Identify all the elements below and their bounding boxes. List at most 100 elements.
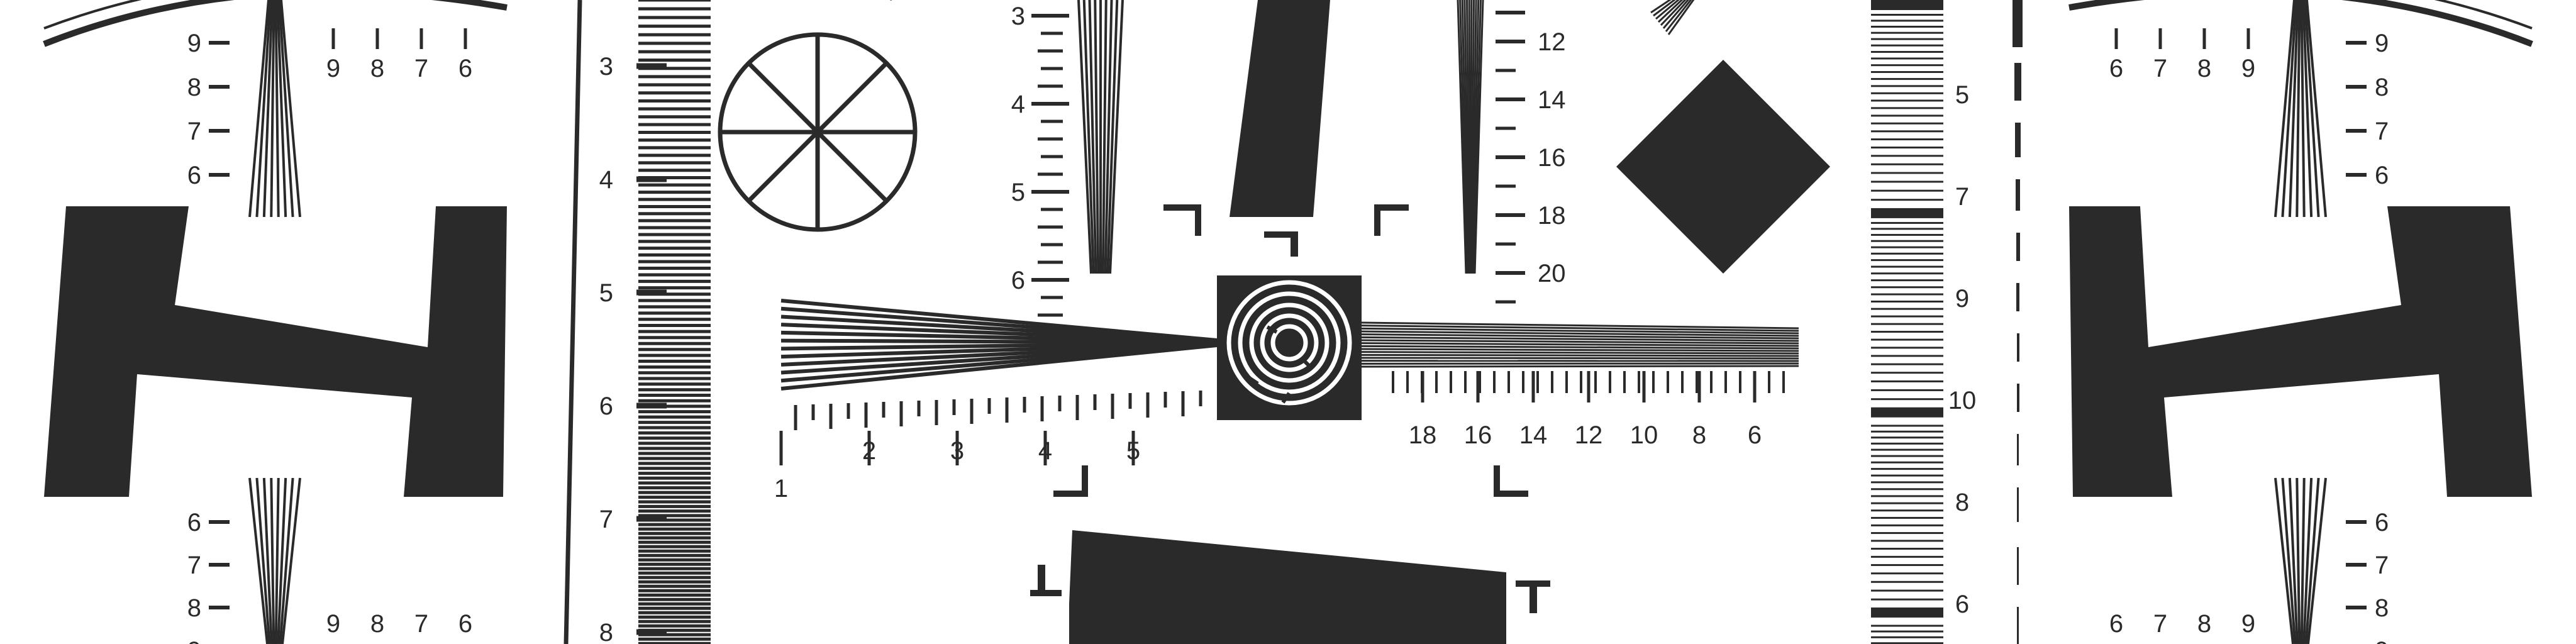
right-top-vertical-labels: 9 8 7 6	[2346, 30, 2389, 189]
scale-label: 5	[599, 279, 613, 307]
fan-line	[1106, 0, 1119, 274]
line-bar	[1871, 286, 1943, 289]
line-bar	[1871, 199, 1943, 201]
line-bar	[1871, 259, 1943, 262]
line-bar	[1871, 598, 1943, 601]
fan-line	[2306, 0, 2327, 218]
line-bar	[1871, 481, 1943, 484]
scale-label: 5	[1126, 437, 1140, 465]
fan-line	[2281, 0, 2297, 218]
scale-label: 8	[1692, 421, 1706, 449]
scale-label: 6	[599, 392, 613, 420]
fan-line	[1463, 0, 1470, 274]
tick-label: 7	[2375, 552, 2389, 579]
scale-label: 7	[1955, 183, 1969, 211]
line-bar	[1871, 189, 1943, 192]
right-top-line-fan	[2274, 0, 2327, 218]
scale-label: 8	[1955, 489, 1969, 516]
fan-line	[1361, 330, 1799, 337]
line-bar	[1871, 642, 1943, 644]
line-bar	[1871, 31, 1943, 34]
scale-label: 14	[1519, 421, 1548, 449]
line-bar	[1871, 564, 1943, 566]
fan-line	[1077, 0, 1092, 274]
line-bar	[1871, 246, 1943, 248]
line-bar	[1871, 607, 1943, 618]
line-bar	[1871, 347, 1943, 349]
slanted-bar-top	[1230, 0, 1330, 217]
line-bar	[1871, 532, 1943, 535]
fan-line	[1650, 0, 1672, 14]
fan-line	[2296, 0, 2301, 218]
tick-label: 7	[414, 55, 428, 82]
line-bar	[1871, 155, 1943, 157]
right-dashed-line	[2012, 0, 2023, 644]
fan-line	[255, 477, 271, 644]
fan-line	[2304, 477, 2320, 644]
line-bar	[1871, 540, 1943, 542]
line-bar	[1871, 57, 1943, 60]
scale-label: 18	[1538, 202, 1566, 230]
fan-line	[2302, 477, 2313, 644]
upper-left-vertical-scale	[1031, 14, 1069, 352]
fan-line	[780, 343, 1218, 391]
slanted-bar-bottom	[1069, 530, 1506, 644]
line-bar	[1871, 19, 1943, 22]
fan-line	[1466, 0, 1470, 274]
tick-label: 8	[187, 74, 201, 101]
fan-line	[1660, 0, 1687, 26]
fan-line	[1361, 333, 1799, 340]
line-bar	[1871, 625, 1943, 627]
line-bar	[1871, 221, 1943, 224]
fan-line	[1082, 0, 1095, 274]
tick-label: 8	[187, 594, 201, 622]
horizontal-scale-right-labels: 18 16 14 12 10 8 6	[1409, 421, 1762, 449]
fan-line	[1104, 0, 1113, 274]
left-bottom-vertical-labels: 6 7 8 9	[187, 509, 230, 644]
fan-line	[1361, 325, 1799, 332]
line-bar	[1871, 448, 1943, 451]
line-bar	[1871, 372, 1943, 374]
bracket-bottom-right	[1494, 465, 1528, 497]
tick-label: 7	[187, 118, 201, 145]
horizontal-scale-right	[1392, 371, 1785, 402]
line-bar	[1871, 252, 1943, 255]
fan-line	[1472, 0, 1480, 274]
fan-line	[274, 477, 280, 644]
line-bar	[1871, 300, 1943, 303]
corner-brackets	[1053, 204, 1528, 497]
fan-line	[255, 0, 272, 218]
line-bar	[1871, 572, 1943, 575]
fan-line	[1094, 0, 1100, 274]
fan-line	[1361, 342, 1799, 347]
line-bar	[1871, 589, 1943, 592]
line-bar	[1871, 265, 1943, 268]
scale-label: 6	[1955, 591, 1969, 618]
line-bar	[1871, 228, 1943, 230]
line-bar	[1871, 425, 1943, 427]
line-bar	[1871, 331, 1943, 333]
line-bar	[1871, 92, 1943, 94]
scale-label: 3	[599, 53, 613, 80]
left-top-horizontal-labels: 9 8 7 6	[326, 28, 472, 82]
fan-line	[1468, 0, 1471, 274]
right-bottom-line-fan	[2274, 477, 2327, 644]
line-bar	[1871, 138, 1943, 141]
horizontal-line-fan-right	[1361, 321, 1799, 368]
tick-label: 9	[187, 637, 201, 644]
tick-label: 9	[326, 610, 340, 638]
fan-line	[262, 477, 273, 644]
fan-line	[2300, 0, 2306, 218]
left-bottom-line-fan	[248, 477, 301, 644]
line-bar	[1871, 363, 1943, 365]
t-marker-top	[1264, 231, 1298, 257]
fan-line	[278, 0, 294, 218]
tick-label: 8	[370, 55, 384, 82]
line-bar	[1871, 272, 1943, 275]
line-bar	[1871, 107, 1943, 109]
line-bar	[1871, 163, 1943, 165]
tick-label: 8	[2375, 74, 2389, 101]
line-bar	[1871, 430, 1943, 433]
fan-line	[1361, 348, 1799, 352]
